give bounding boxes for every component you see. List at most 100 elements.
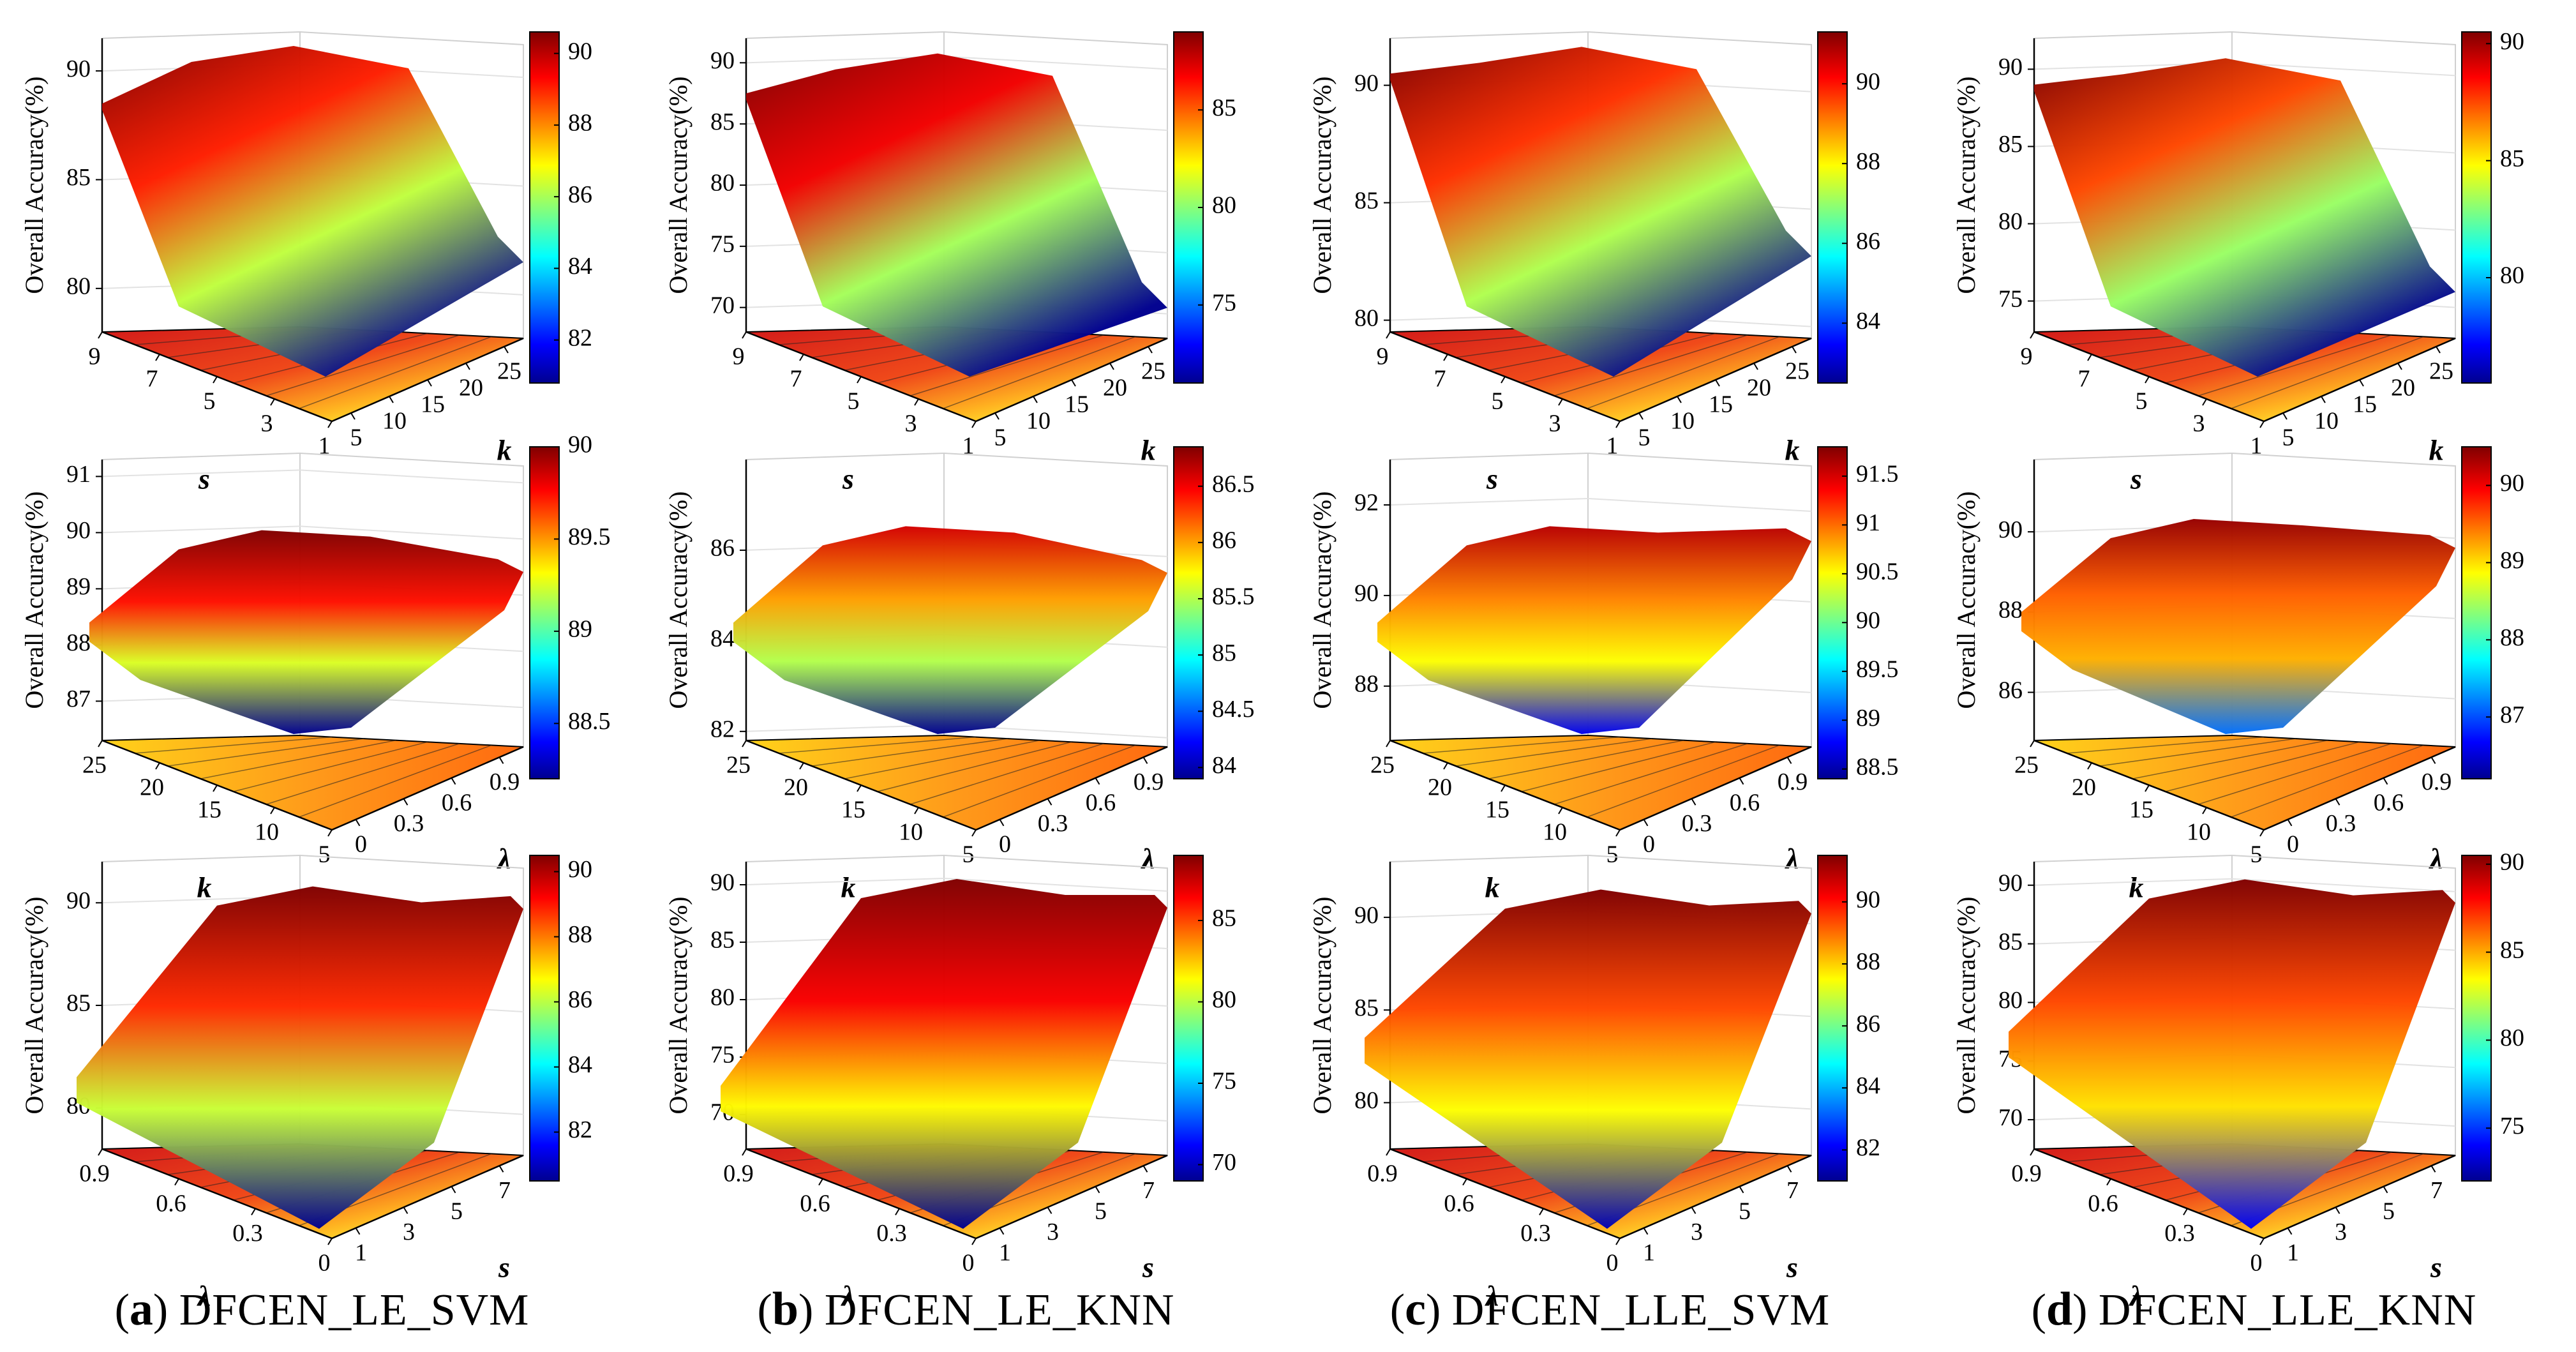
x-tick (1558, 398, 1563, 406)
y-axis (2263, 1154, 2456, 1240)
y-tick-label: 7 (498, 1177, 511, 1204)
surface (89, 530, 523, 734)
colorbar-tick-label: 75 (1212, 289, 1236, 316)
chart-c-row2: 88 90 92 Overall Accuracy(%) 25 20 15 10 5 k 0 0.3 0… (1308, 446, 1899, 904)
x-tick-label: 10 (1543, 819, 1567, 846)
y-tick (1148, 346, 1153, 354)
x-tick-label: 25 (82, 752, 107, 779)
z-tick-label: 70 (1998, 1104, 2023, 1131)
z-grid-line (101, 469, 301, 477)
x-tick-label: 1 (962, 433, 975, 460)
y-tick-label: 10 (382, 408, 407, 435)
y-tick (451, 1186, 456, 1194)
colorbar-tick-label: 90 (2500, 849, 2524, 876)
y-tick-label: 1 (1643, 1239, 1655, 1266)
x-tick (799, 354, 804, 361)
contour-line (2198, 743, 2392, 805)
colorbar-tick-label: 86 (1856, 228, 1880, 255)
y-axis-label: λ (497, 843, 511, 875)
y-axis-label: s (1142, 1251, 1154, 1284)
x-tick (2202, 398, 2207, 406)
x-tick-label: 9 (89, 343, 101, 370)
z-tick-label: 85 (710, 927, 735, 954)
x-tick-label: 0.6 (1444, 1190, 1474, 1217)
contour-line (1554, 334, 1748, 396)
y-tick (1047, 1206, 1052, 1214)
y-tick (2321, 396, 2326, 403)
contour-line (1455, 738, 1652, 767)
z-grid-line (299, 525, 524, 540)
x-tick-label: 15 (841, 797, 865, 823)
colorbar-tick-label: 87 (2500, 702, 2524, 728)
x-tick (818, 1178, 823, 1186)
z-tick-label: 75 (710, 1042, 735, 1069)
x-tick-label: 25 (726, 752, 751, 779)
y-tick-label: 7 (1142, 1177, 1155, 1204)
x-tick-label: 7 (1434, 366, 1446, 393)
colorbar-tick-label: 85 (1212, 905, 1236, 932)
x-tick (1386, 331, 1391, 339)
y-tick-label: 15 (2353, 391, 2377, 418)
caption-b-name: DFCEN_LE_KNN (824, 1286, 1175, 1335)
z-axis-label: Overall Accuracy(%) (1952, 897, 1981, 1115)
y-tick-label: 0 (999, 830, 1011, 857)
x-tick (895, 1208, 900, 1215)
z-axis-label: Overall Accuracy(%) (1308, 492, 1337, 709)
colorbar-tick-label: 89.5 (1856, 656, 1899, 682)
z-tick-label: 89 (66, 573, 91, 600)
x-tick-label: 0 (2250, 1250, 2263, 1277)
y-tick (2287, 1228, 2293, 1235)
x-axis-label: s (1486, 463, 1498, 495)
contour-line (943, 744, 1136, 818)
caption-d: (d) DFCEN_LLE_KNN (2031, 1283, 2477, 1335)
z-axis-label: Overall Accuracy(%) (664, 897, 693, 1115)
contour-line (167, 738, 364, 767)
y-tick (1691, 1206, 1696, 1214)
x-tick (742, 740, 747, 747)
x-tick-label: 0.3 (876, 1220, 907, 1247)
caption-c: (c) DFCEN_LLE_SVM (1389, 1283, 1831, 1335)
x-axis-label: λ (197, 1280, 211, 1312)
y-tick-label: 15 (421, 391, 445, 418)
y-tick (504, 346, 509, 354)
y-tick-label: 3 (1047, 1219, 1059, 1245)
y-tick-label: 20 (2391, 375, 2415, 402)
colorbar-tick-label: 88 (568, 921, 592, 948)
y-axis-label: k (1785, 434, 1800, 467)
y-tick-label: 25 (2429, 358, 2453, 385)
x-tick-label: 1 (1606, 433, 1619, 460)
contour-line (2198, 334, 2392, 396)
y-tick-label: 5 (2383, 1198, 2395, 1224)
z-axis-label: Overall Accuracy(%) (664, 77, 693, 294)
x-tick (98, 1148, 103, 1156)
y-axis (331, 1154, 524, 1240)
colorbar-tick-label: 85 (1212, 94, 1236, 121)
x-tick-label: 20 (2072, 774, 2096, 801)
y-tick (994, 412, 1000, 420)
x-tick-label: 7 (790, 366, 802, 393)
x-tick-label: 1 (318, 433, 331, 460)
x-tick-label: 20 (784, 774, 808, 801)
z-axis-label: Overall Accuracy(%) (1308, 897, 1337, 1115)
x-axis (101, 1148, 333, 1240)
y-tick-label: 1 (355, 1239, 367, 1266)
x-tick (174, 1178, 179, 1186)
z-grid-line (745, 56, 945, 64)
colorbar (1173, 855, 1204, 1182)
chart-a-row1: 80 85 90 Overall Accuracy(%) 9 7 5 3 1 s 5 10 15 20 25… (20, 31, 592, 495)
z-tick-label: 90 (710, 869, 735, 896)
colorbar-tick-label: 84 (1212, 752, 1236, 779)
colorbar-tick-label: 89.5 (568, 523, 611, 550)
x-tick-label: 20 (140, 774, 164, 801)
y-tick-label: 0.6 (1086, 789, 1116, 816)
surface (2021, 519, 2455, 734)
y-tick-label: 0.3 (1682, 810, 1712, 837)
colorbar-tick-label: 88.5 (568, 708, 611, 735)
contour-line (779, 736, 977, 754)
z-tick-label: 88 (1354, 671, 1379, 698)
y-tick (1786, 1165, 1792, 1173)
z-tick-label: 92 (1354, 490, 1379, 516)
